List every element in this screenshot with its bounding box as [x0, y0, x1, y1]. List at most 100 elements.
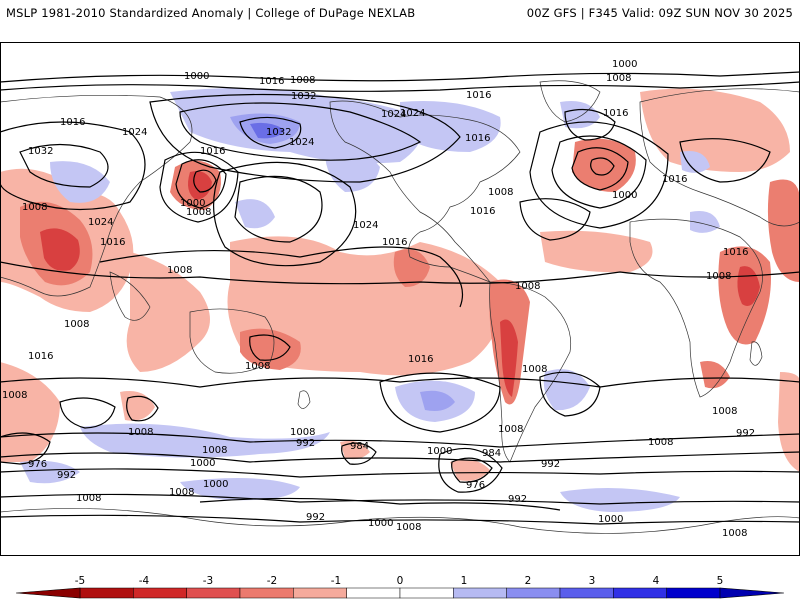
isobar-label: 1008 — [606, 73, 631, 84]
coastline-asia-west — [0, 94, 193, 297]
anomaly-colorbar: -5 -4 -3 -2 -1 0 1 2 3 4 5 — [15, 575, 785, 599]
isobar-label: 1000 — [190, 458, 215, 469]
neg-anomaly-east-edge — [767, 179, 800, 282]
isobar-label: 1008 — [515, 281, 540, 292]
neg-anomaly-europe — [640, 88, 790, 172]
isobar-europe-1016 — [679, 138, 771, 183]
isobar-siberian-high-1032 — [239, 116, 302, 149]
coastline-indochina — [109, 271, 151, 321]
isobar-label: 1000 — [184, 71, 209, 82]
isobar-label: 1016 — [60, 117, 85, 128]
pos-anomaly-south-pacific-core — [420, 390, 455, 411]
isobar-iceland-low — [564, 109, 616, 141]
coastline-new-zealand — [297, 390, 311, 409]
neg-anomaly-andes-strong — [500, 319, 518, 397]
pos-anomaly-east-asia — [50, 161, 110, 203]
isobar-label: 1008 — [202, 445, 227, 456]
isobar-polar-1000 — [0, 71, 800, 83]
anomaly-map: 1000 1016 1008 1016 1024 1032 1032 1024 … — [0, 42, 800, 556]
isobar-north-atlantic-low-1008 — [551, 135, 647, 209]
pos-anomaly-far-south-east — [560, 488, 680, 512]
isobar-label: 1000 — [368, 518, 393, 529]
isobar-label: 1016 — [470, 206, 495, 217]
colorbar-tick-label: -1 — [331, 575, 341, 587]
isobars — [0, 71, 800, 525]
colorbar-swatch — [79, 587, 134, 599]
isobar-label: 984 — [350, 441, 369, 452]
isobar-north-atlantic-low-1016 — [529, 121, 669, 229]
isobar-label: 1024 — [353, 220, 378, 231]
colorbar-tick-label: -5 — [75, 575, 85, 587]
colorbar-swatch — [559, 587, 614, 599]
isobar-south-subtropical-1016 — [0, 377, 800, 388]
isobar-label: 1016 — [408, 354, 433, 365]
colorbar-left-arrow — [15, 587, 81, 599]
isobar-label: 1008 — [22, 202, 47, 213]
isobar-label: 1032 — [28, 146, 53, 157]
coastline-south-america — [489, 281, 572, 463]
isobar-antarctic-1000 — [0, 493, 800, 505]
isobar-label: 1000 — [180, 198, 205, 209]
isobar-southern-992 — [0, 468, 800, 478]
isobar-label: 1032 — [291, 91, 316, 102]
isobar-label: 1016 — [466, 90, 491, 101]
coastline-australia — [189, 308, 275, 374]
isobar-label: 1032 — [266, 127, 291, 138]
colorbar-swatch — [293, 587, 347, 599]
isobar-north-atlantic-low-1000 — [571, 147, 629, 191]
colorbar-tick-label: 4 — [653, 575, 660, 587]
isobar-asia-high-1032 — [19, 143, 109, 188]
isobar-label: 1008 — [290, 75, 315, 86]
isobar-label: 1024 — [122, 127, 147, 138]
neg-anomaly-south-pacific — [240, 328, 301, 370]
isobar-southern-1008 — [0, 432, 800, 448]
colorbar-swatch — [133, 587, 187, 599]
isobar-label: 1016 — [200, 146, 225, 157]
isobar-label: 1024 — [289, 137, 314, 148]
colorbar-swatch — [239, 587, 294, 599]
isobar-southern-low-984-a — [341, 442, 377, 465]
isobar-west-low-976 — [0, 432, 51, 465]
pos-anomaly-south-atlantic — [543, 369, 590, 411]
isobar-antarctic-992 — [199, 497, 561, 511]
colorbar-right-arrow — [719, 587, 785, 599]
neg-anomaly-indian-ocean — [120, 391, 155, 421]
isobar-label: 1008 — [290, 427, 315, 438]
isobar-equator-1008 — [0, 261, 800, 285]
neg-anomaly-asia-strong — [40, 228, 80, 271]
neg-anomaly-south-africa — [700, 361, 730, 389]
isobar-label: 992 — [306, 512, 325, 523]
isobar-north-atlantic-low-inner — [590, 157, 615, 176]
isobar-australia-low-1008 — [249, 334, 291, 361]
neg-anomaly-east-edge-south — [778, 372, 800, 472]
isobar-label: 1008 — [498, 424, 523, 435]
isobar-indian-low-1008 — [126, 395, 159, 422]
colorbar-swatch — [399, 587, 454, 599]
isobar-label: 1008 — [488, 187, 513, 198]
isobar-label: 1016 — [100, 237, 125, 248]
isobar-label: 992 — [508, 494, 527, 505]
pos-anomaly-north-pacific — [235, 199, 275, 229]
isobar-label: 992 — [541, 459, 560, 470]
isobar-label: 1016 — [662, 174, 687, 185]
coastline-antarctica — [0, 508, 800, 556]
isobar-subtropical-1016 — [99, 246, 464, 308]
coastline-madagascar — [749, 341, 763, 366]
isobar-low-kamchatka-1008 — [159, 151, 239, 223]
isobar-label: 1008 — [64, 319, 89, 330]
isobar-label: 992 — [296, 438, 315, 449]
isobar-north-pacific-high-1024 — [234, 175, 323, 243]
isobar-label: 992 — [57, 470, 76, 481]
map-title: MSLP 1981-2010 Standardized Anomaly | Co… — [6, 6, 416, 20]
model-run-valid-time: 00Z GFS | F345 Valid: 09Z SUN NOV 30 202… — [526, 6, 793, 20]
colorbar-tick-label: -3 — [203, 575, 213, 587]
isobar-label: 1008 — [245, 361, 270, 372]
neg-anomaly-west-edge-south — [0, 362, 60, 462]
isobar-label: 1024 — [88, 217, 113, 228]
isobar-label: 1008 — [167, 265, 192, 276]
isobar-label: 1016 — [465, 133, 490, 144]
coastline-greenland — [539, 80, 601, 123]
colorbar-tick-label: 2 — [525, 575, 532, 587]
neg-anomaly-southern-ocean-b — [450, 459, 490, 481]
pos-anomaly-siberia-strong — [250, 122, 285, 139]
